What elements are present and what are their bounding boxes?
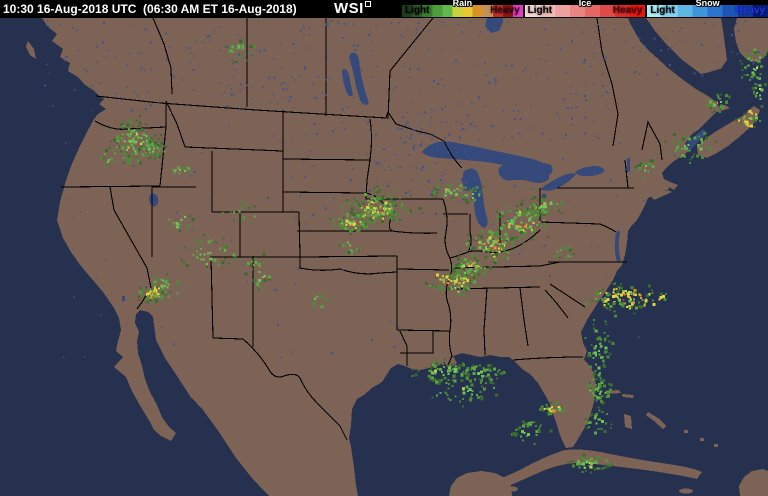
echo-montana: [224, 39, 256, 63]
echo-nebraska-west: [329, 210, 372, 235]
yucatan: [449, 471, 512, 496]
echo-quebec-edge: [739, 48, 767, 96]
georgian-bay: [533, 163, 553, 175]
lakes: [122, 18, 707, 301]
echo-new-brunswick: [664, 130, 717, 164]
wsi-degree-mark: [364, 1, 371, 7]
haida-gwaii: [26, 41, 36, 59]
echo-cascades-east: [137, 140, 168, 160]
echo-gulf-offshore: [431, 379, 499, 408]
north-america-mainland: [42, 18, 720, 496]
long-island: [650, 190, 672, 200]
echo-utah: [168, 215, 195, 232]
echo-arizona-fringe: [145, 273, 191, 301]
echo-louisiana-coast: [411, 358, 475, 386]
echo-florida-west-cell: [539, 401, 566, 416]
echo-kentucky: [452, 254, 492, 279]
legend-gradient-bar: [647, 5, 768, 17]
echo-gulf-st-lawrence-cell: [706, 93, 732, 114]
legend: Rain Light Heavy Ice Light Heavy Snow Light Heav…: [402, 0, 768, 18]
echo-mogollon-rim: [180, 233, 237, 269]
vancouver-island: [57, 27, 108, 92]
echo-new-mexico: [244, 253, 271, 290]
echo-indiana: [465, 230, 525, 265]
hispaniola: [739, 469, 768, 496]
echo-wisconsin: [464, 187, 483, 205]
echo-colorado: [222, 202, 256, 222]
james-bay: [485, 18, 503, 33]
echo-tennessee: [425, 268, 480, 297]
legend-light-label: Light: [650, 5, 675, 16]
echo-nova-scotia-east: [735, 110, 762, 128]
anticosti-island: [696, 64, 723, 73]
echo-atlantic-trail: [584, 319, 615, 392]
echo-cuba-north: [567, 453, 614, 474]
chesapeake-bay: [614, 230, 621, 262]
cuba: [476, 449, 702, 494]
echo-gulf-south: [510, 420, 553, 446]
echo-mississippi-sound: [461, 363, 506, 384]
lake-michigan: [463, 168, 488, 228]
echo-florida-east: [586, 379, 614, 405]
timestamp: 10:30 16-Aug-2018 UTC (06:30 AM ET 16-Au…: [3, 2, 297, 16]
small-lakes-speckles: [44, 20, 760, 359]
bay-of-fundy: [684, 129, 707, 151]
status-bar: 10:30 16-Aug-2018 UTC (06:30 AM ET 16-Au…: [0, 0, 768, 18]
echo-nebraska-fringe: [339, 185, 422, 223]
green-bay: [461, 176, 471, 191]
legend-heavy-label: Heavy: [735, 5, 766, 16]
legend-category-label: Ice: [578, 0, 592, 8]
legend-ice: Ice Light Heavy: [524, 0, 646, 18]
radar-echoes: [99, 39, 768, 474]
wsi-logo: WSI: [334, 0, 371, 17]
lake-erie: [540, 173, 576, 191]
echo-atlantic-offshore: [584, 282, 668, 318]
legend-heavy-label: Heavy: [612, 5, 643, 16]
echo-kansas: [339, 241, 361, 256]
echo-oregon-coast: [99, 149, 116, 167]
echo-idaho-south: [172, 166, 191, 175]
echo-lake-erie-band: [515, 195, 564, 216]
landmass: [26, 18, 768, 496]
legend-gradient-bar: [524, 5, 646, 17]
nova-scotia: [697, 112, 757, 158]
echo-pacific-northwest: [108, 115, 162, 167]
legend-gradient-bar: [402, 5, 523, 17]
salton-sea: [122, 296, 125, 301]
legend-light-label: Light: [527, 5, 553, 16]
legend-category-label: Snow: [695, 0, 720, 8]
echo-newfoundland-edge: [752, 83, 768, 108]
echo-upper-midwest: [431, 183, 485, 199]
florida-keys: [544, 453, 564, 461]
radar-map: [0, 18, 768, 496]
radar-map-svg: [0, 18, 768, 496]
lake-manitoba: [342, 69, 353, 97]
lake-st-clair: [541, 193, 547, 199]
jamaica: [679, 488, 693, 494]
lake-ontario: [575, 166, 605, 177]
echo-ohio: [489, 199, 550, 241]
legend-light-label: Light: [405, 5, 430, 16]
legend-category-label: Rain: [452, 0, 473, 8]
echo-maine: [634, 158, 655, 179]
lake-winnipeg: [349, 52, 369, 105]
quebec-north-shore: [646, 18, 727, 74]
echo-bahamas: [584, 406, 613, 435]
echo-virginia: [554, 246, 576, 259]
legend-rain: Rain Light Heavy: [402, 0, 523, 18]
legend-heavy-label: Heavy: [490, 5, 520, 16]
great-salt-lake: [149, 193, 159, 207]
echo-texas: [312, 294, 329, 308]
lake-champlain: [627, 158, 630, 172]
legend-snow: Snow Light Heavy: [647, 0, 768, 18]
